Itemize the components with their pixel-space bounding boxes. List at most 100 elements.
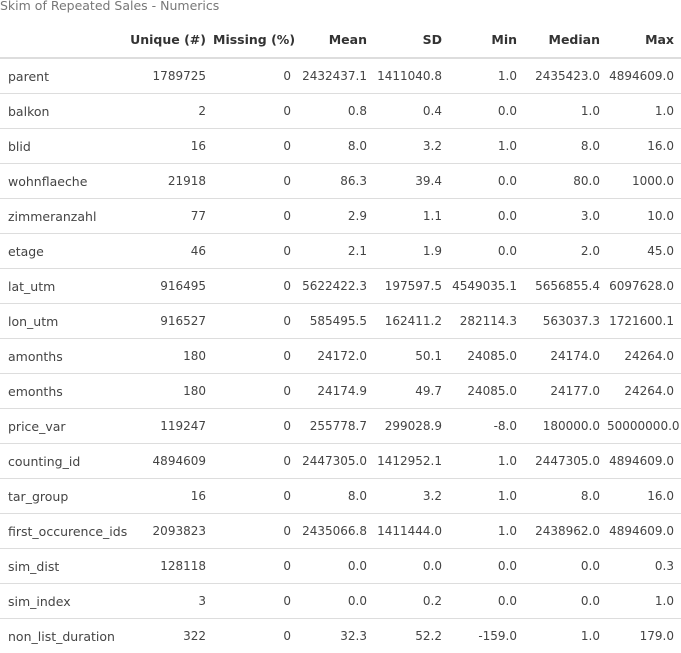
- table-cell: 2.1: [298, 234, 374, 269]
- table-cell: 45.0: [607, 234, 681, 269]
- table-cell: 1412952.1: [374, 444, 449, 479]
- table-cell: 4894609.0: [607, 444, 681, 479]
- table-cell: 16.0: [607, 479, 681, 514]
- table-cell: 0: [213, 339, 298, 374]
- table-cell: 24264.0: [607, 339, 681, 374]
- table-cell: 4894609.0: [607, 58, 681, 94]
- row-variable-name: non_list_duration: [0, 619, 127, 653]
- table-cell: 77: [127, 199, 213, 234]
- table-cell: 24085.0: [449, 339, 524, 374]
- row-variable-name: tar_group: [0, 479, 127, 514]
- table-cell: 0.0: [449, 584, 524, 619]
- table-cell: 0.0: [374, 549, 449, 584]
- row-variable-name: balkon: [0, 94, 127, 129]
- table-cell: 1.0: [449, 58, 524, 94]
- table-cell: 0: [213, 479, 298, 514]
- row-variable-name: sim_index: [0, 584, 127, 619]
- table-cell: 1.0: [607, 94, 681, 129]
- table-cell: 24085.0: [449, 374, 524, 409]
- table-cell: 299028.9: [374, 409, 449, 444]
- table-cell: 24172.0: [298, 339, 374, 374]
- table-cell: 0.0: [524, 584, 607, 619]
- row-variable-name: first_occurence_ids: [0, 514, 127, 549]
- table-cell: 0: [213, 164, 298, 199]
- table-caption: Skim of Repeated Sales - Numerics: [0, 0, 219, 13]
- column-header: SD: [374, 22, 449, 58]
- table-cell: 563037.3: [524, 304, 607, 339]
- table-cell: 50000000.0: [607, 409, 681, 444]
- table-cell: 2: [127, 94, 213, 129]
- row-variable-name: price_var: [0, 409, 127, 444]
- table-cell: 1789725: [127, 58, 213, 94]
- table-cell: 1411444.0: [374, 514, 449, 549]
- table-cell: 0: [213, 199, 298, 234]
- column-header: Min: [449, 22, 524, 58]
- table-cell: 916495: [127, 269, 213, 304]
- table-cell: 119247: [127, 409, 213, 444]
- table-cell: 0.0: [524, 549, 607, 584]
- table-cell: 0: [213, 269, 298, 304]
- row-variable-name: etage: [0, 234, 127, 269]
- row-variable-name: counting_id: [0, 444, 127, 479]
- table-cell: 162411.2: [374, 304, 449, 339]
- table-cell: 2447305.0: [298, 444, 374, 479]
- table-cell: 6097628.0: [607, 269, 681, 304]
- table-cell: 21918: [127, 164, 213, 199]
- table-cell: 1.0: [449, 129, 524, 164]
- table-cell: 0.0: [449, 199, 524, 234]
- table-cell: 0.0: [298, 549, 374, 584]
- table-cell: 0: [213, 58, 298, 94]
- row-variable-name: sim_dist: [0, 549, 127, 584]
- row-variable-name: zimmeranzahl: [0, 199, 127, 234]
- table-cell: 585495.5: [298, 304, 374, 339]
- column-header: Mean: [298, 22, 374, 58]
- table-cell: 0.0: [449, 549, 524, 584]
- table-cell: 50.1: [374, 339, 449, 374]
- table-cell: 1411040.8: [374, 58, 449, 94]
- table-cell: 4894609.0: [607, 514, 681, 549]
- table-cell: 8.0: [298, 479, 374, 514]
- table-cell: 16: [127, 129, 213, 164]
- table-cell: 180: [127, 374, 213, 409]
- table-cell: 1.0: [449, 514, 524, 549]
- column-header: Max: [607, 22, 681, 58]
- table-cell: 0.0: [298, 584, 374, 619]
- table-cell: 0.0: [449, 234, 524, 269]
- table-cell: 1.0: [449, 444, 524, 479]
- table-cell: 0: [213, 584, 298, 619]
- table-cell: 0: [213, 374, 298, 409]
- table-cell: 1.0: [524, 619, 607, 653]
- table-cell: 24264.0: [607, 374, 681, 409]
- table-cell: 322: [127, 619, 213, 653]
- table-cell: 2435423.0: [524, 58, 607, 94]
- table-cell: 179.0: [607, 619, 681, 653]
- row-variable-name: emonths: [0, 374, 127, 409]
- table-cell: 0: [213, 549, 298, 584]
- table-cell: 3.2: [374, 479, 449, 514]
- table-cell: 916527: [127, 304, 213, 339]
- table-cell: 1.0: [607, 584, 681, 619]
- table-cell: 52.2: [374, 619, 449, 653]
- table-cell: 16: [127, 479, 213, 514]
- table-cell: 0: [213, 444, 298, 479]
- table-cell: 3: [127, 584, 213, 619]
- table-cell: 2435066.8: [298, 514, 374, 549]
- table-cell: 2438962.0: [524, 514, 607, 549]
- table-cell: 0: [213, 129, 298, 164]
- table-cell: 2093823: [127, 514, 213, 549]
